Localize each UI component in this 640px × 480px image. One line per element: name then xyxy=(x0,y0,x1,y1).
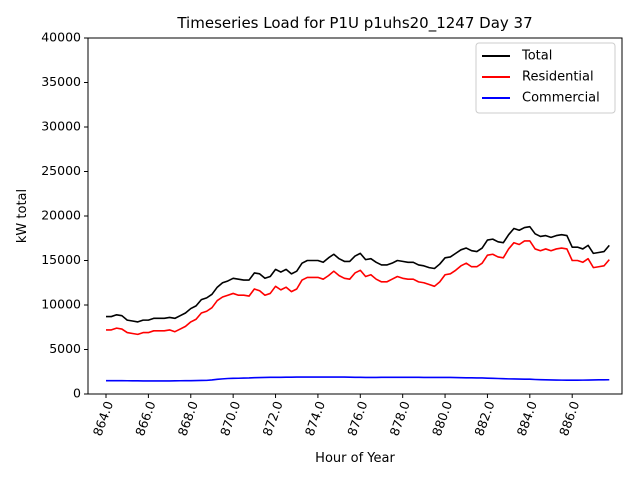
y-tick-label: 35000 xyxy=(41,74,81,89)
x-axis-label: Hour of Year xyxy=(315,451,395,466)
legend-label-residential: Residential xyxy=(522,70,594,85)
legend: Total Residential Commercial xyxy=(475,42,616,114)
legend-label-commercial: Commercial xyxy=(522,91,600,106)
legend-frame xyxy=(475,42,616,114)
plot-lines xyxy=(106,225,610,382)
y-tick-label: 40000 xyxy=(41,30,81,45)
y-axis-label: kW total xyxy=(15,189,30,243)
y-tick-label: 30000 xyxy=(41,119,81,134)
y-axis: 0 5000 10000 15000 20000 25000 30000 35000 40000 xyxy=(41,30,88,401)
legend-label-total: Total xyxy=(521,49,552,64)
chart-title: Timeseries Load for P1U p1uhs20_1247 Day… xyxy=(176,14,532,33)
y-tick-label: 0 xyxy=(73,386,81,401)
y-tick-label: 20000 xyxy=(41,208,81,223)
series-line-total xyxy=(106,225,610,323)
y-tick-label: 10000 xyxy=(41,297,81,312)
series-line-commercial xyxy=(106,376,610,382)
y-tick-label: 15000 xyxy=(41,252,81,267)
series-line-residential xyxy=(106,240,610,336)
y-tick-label: 5000 xyxy=(49,341,81,356)
y-tick-label: 25000 xyxy=(41,163,81,178)
